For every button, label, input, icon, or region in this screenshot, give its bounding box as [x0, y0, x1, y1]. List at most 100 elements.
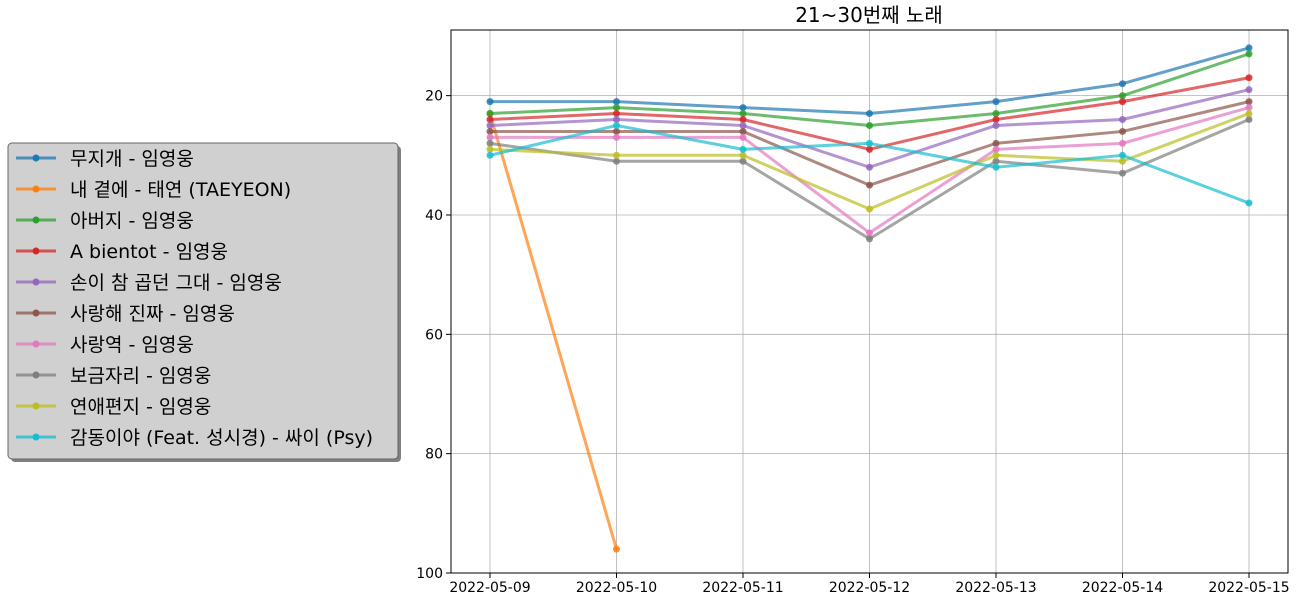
data-point	[486, 139, 494, 147]
x-tick-label: 2022-05-13	[955, 580, 1036, 596]
data-point	[992, 151, 1000, 159]
data-point	[866, 145, 873, 153]
data-point	[1119, 139, 1126, 147]
legend-marker	[32, 402, 40, 410]
data-point	[1119, 116, 1126, 124]
series-10	[486, 121, 1253, 207]
x-axis: 2022-05-09 2022-05-10 2022-05-11 2022-05-12…	[449, 573, 1290, 596]
data-point	[992, 139, 1000, 147]
data-point	[613, 104, 620, 112]
legend-marker	[32, 185, 40, 193]
series-lines	[486, 44, 1253, 553]
data-point	[1245, 50, 1253, 58]
data-point	[486, 127, 494, 135]
y-axis: 20 40 60 80 100	[416, 89, 451, 582]
data-point	[1245, 44, 1253, 52]
data-point	[486, 151, 494, 159]
legend-item: 보금자리 - 임영웅	[16, 365, 211, 387]
x-tick-label: 2022-05-11	[702, 580, 783, 596]
data-point	[613, 116, 620, 124]
y-tick-label: 20	[425, 89, 443, 105]
data-point	[866, 205, 873, 213]
data-point	[486, 110, 494, 118]
series-9	[486, 110, 1253, 213]
data-point	[486, 116, 494, 124]
data-point	[992, 110, 1000, 118]
series-4	[486, 74, 1253, 153]
legend-label: 사랑해 진짜 - 임영웅	[70, 303, 235, 325]
data-point	[486, 98, 494, 106]
data-point	[613, 133, 620, 141]
legend-marker	[32, 433, 40, 441]
x-tick-label: 2022-05-14	[1082, 580, 1163, 596]
series-6	[486, 98, 1253, 189]
legend-item: 사랑역 - 임영웅	[16, 334, 194, 356]
data-point	[992, 98, 1000, 106]
data-point	[1119, 92, 1126, 100]
data-point	[739, 151, 747, 159]
legend-marker	[32, 216, 40, 224]
data-point	[992, 145, 1000, 153]
legend-marker	[32, 340, 40, 348]
data-point	[1245, 116, 1253, 124]
data-point	[739, 121, 747, 129]
data-point	[613, 98, 620, 106]
legend-label: 손이 참 곱던 그대 - 임영웅	[70, 272, 282, 294]
legend-label: 연애편지 - 임영웅	[70, 396, 211, 418]
series-1	[486, 44, 1253, 118]
data-point	[1245, 74, 1253, 82]
data-point	[486, 145, 494, 153]
data-point	[1119, 169, 1126, 177]
data-point	[739, 145, 747, 153]
data-point	[1245, 86, 1253, 94]
y-tick-label: 40	[425, 208, 443, 224]
data-point	[992, 157, 1000, 165]
series-5	[486, 86, 1253, 171]
data-point	[1245, 98, 1253, 106]
data-point	[739, 110, 747, 118]
data-point	[613, 110, 620, 118]
data-point	[739, 127, 747, 135]
data-point	[739, 104, 747, 112]
data-point	[866, 110, 873, 118]
data-point	[992, 116, 1000, 124]
legend-label: 무지개 - 임영웅	[70, 148, 194, 170]
data-point	[739, 133, 747, 141]
data-point	[486, 121, 494, 129]
data-point	[613, 157, 620, 165]
data-point	[866, 139, 873, 147]
series-line	[488, 112, 618, 551]
data-point	[1245, 110, 1253, 118]
series-2	[486, 110, 620, 553]
legend-marker	[32, 309, 40, 317]
data-point	[992, 163, 1000, 171]
data-point	[992, 121, 1000, 129]
x-tick-label: 2022-05-09	[449, 580, 530, 596]
x-tick-label: 2022-05-12	[829, 580, 910, 596]
data-point	[866, 229, 873, 237]
data-point	[1245, 104, 1253, 112]
legend-marker	[32, 371, 40, 379]
y-tick-label: 100	[416, 566, 443, 582]
legend-label: 보금자리 - 임영웅	[70, 365, 211, 387]
legend-item: 무지개 - 임영웅	[16, 148, 194, 170]
legend-marker	[32, 247, 40, 255]
data-point	[739, 116, 747, 124]
chart-title: 21~30번째 노래	[795, 3, 943, 27]
data-point	[613, 151, 620, 159]
x-tick-label: 2022-05-10	[576, 580, 657, 596]
legend-item: 손이 참 곱던 그대 - 임영웅	[16, 272, 282, 294]
legend-label: A bientot - 임영웅	[70, 241, 228, 263]
legend-item: A bientot - 임영웅	[16, 241, 228, 263]
legend-item: 감동이야 (Feat. 성시경) - 싸이 (Psy)	[16, 427, 373, 449]
legend-label: 내 곁에 - 태연 (TAEYEON)	[70, 179, 291, 201]
legend-item: 사랑해 진짜 - 임영웅	[16, 303, 235, 325]
data-point	[866, 121, 873, 129]
legend-label: 감동이야 (Feat. 성시경) - 싸이 (Psy)	[70, 427, 373, 449]
data-point	[1119, 98, 1126, 106]
series-3	[486, 50, 1253, 129]
data-point	[866, 235, 873, 243]
